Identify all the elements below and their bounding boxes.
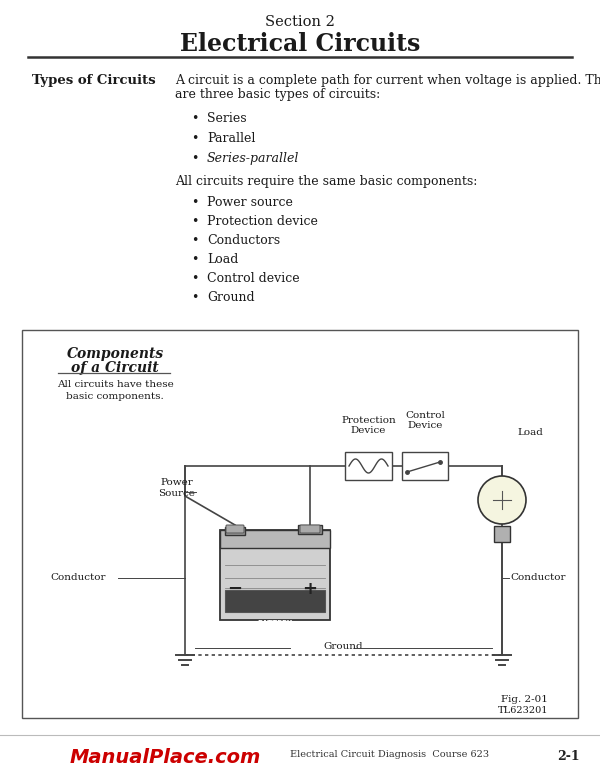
Bar xyxy=(220,530,330,548)
Text: •: • xyxy=(191,196,199,209)
Text: −: − xyxy=(227,580,242,598)
Text: Conductor: Conductor xyxy=(510,573,566,583)
Bar xyxy=(345,452,392,480)
Text: Control device: Control device xyxy=(207,272,299,285)
Bar xyxy=(225,527,245,535)
Text: •: • xyxy=(191,112,199,125)
Text: 2-1: 2-1 xyxy=(557,750,580,763)
Text: Electrical Circuit Diagnosis  Course 623: Electrical Circuit Diagnosis Course 623 xyxy=(290,750,490,759)
Text: Load: Load xyxy=(207,253,238,266)
Bar xyxy=(402,452,448,480)
Text: of a Circuit: of a Circuit xyxy=(71,361,159,375)
FancyBboxPatch shape xyxy=(220,530,330,620)
Bar xyxy=(298,525,322,534)
Text: •: • xyxy=(191,132,199,145)
Text: •: • xyxy=(191,272,199,285)
FancyBboxPatch shape xyxy=(300,525,320,533)
Text: •: • xyxy=(191,215,199,228)
Text: Parallel: Parallel xyxy=(207,132,256,145)
Text: Series-parallel: Series-parallel xyxy=(207,152,299,165)
Text: Ground: Ground xyxy=(323,642,364,651)
Text: Ground: Ground xyxy=(207,291,254,304)
Text: Protection device: Protection device xyxy=(207,215,318,228)
Text: basic components.: basic components. xyxy=(66,392,164,401)
Text: Power
Source: Power Source xyxy=(158,478,195,497)
Text: Load: Load xyxy=(517,428,543,437)
Text: Electrical Circuits: Electrical Circuits xyxy=(180,32,420,56)
Bar xyxy=(22,330,578,718)
Text: Section 2: Section 2 xyxy=(265,15,335,29)
Text: Power source: Power source xyxy=(207,196,293,209)
Text: A circuit is a complete path for current when voltage is applied. There: A circuit is a complete path for current… xyxy=(175,74,600,87)
Text: TL623201: TL623201 xyxy=(497,706,548,715)
Text: ManualPlace.com: ManualPlace.com xyxy=(70,748,260,767)
Text: Conductor: Conductor xyxy=(50,573,106,583)
Bar xyxy=(225,590,325,612)
Text: All circuits require the same basic components:: All circuits require the same basic comp… xyxy=(175,175,478,188)
Text: Types of Circuits: Types of Circuits xyxy=(32,74,155,87)
Text: •: • xyxy=(191,152,199,165)
Circle shape xyxy=(478,476,526,524)
Text: Protection
Device: Protection Device xyxy=(341,416,396,435)
Text: Series: Series xyxy=(207,112,247,125)
Bar xyxy=(494,526,510,542)
Text: are three basic types of circuits:: are three basic types of circuits: xyxy=(175,88,380,101)
Text: •: • xyxy=(191,291,199,304)
FancyBboxPatch shape xyxy=(226,525,244,533)
Text: Control
Device: Control Device xyxy=(405,411,445,430)
Text: •: • xyxy=(191,253,199,266)
Text: BATTERY: BATTERY xyxy=(257,620,293,626)
Text: •: • xyxy=(191,234,199,247)
Text: All circuits have these: All circuits have these xyxy=(56,380,173,389)
Text: Conductors: Conductors xyxy=(207,234,280,247)
Text: +: + xyxy=(302,580,317,598)
Text: Components: Components xyxy=(67,347,164,361)
Text: Fig. 2-01: Fig. 2-01 xyxy=(501,695,548,704)
